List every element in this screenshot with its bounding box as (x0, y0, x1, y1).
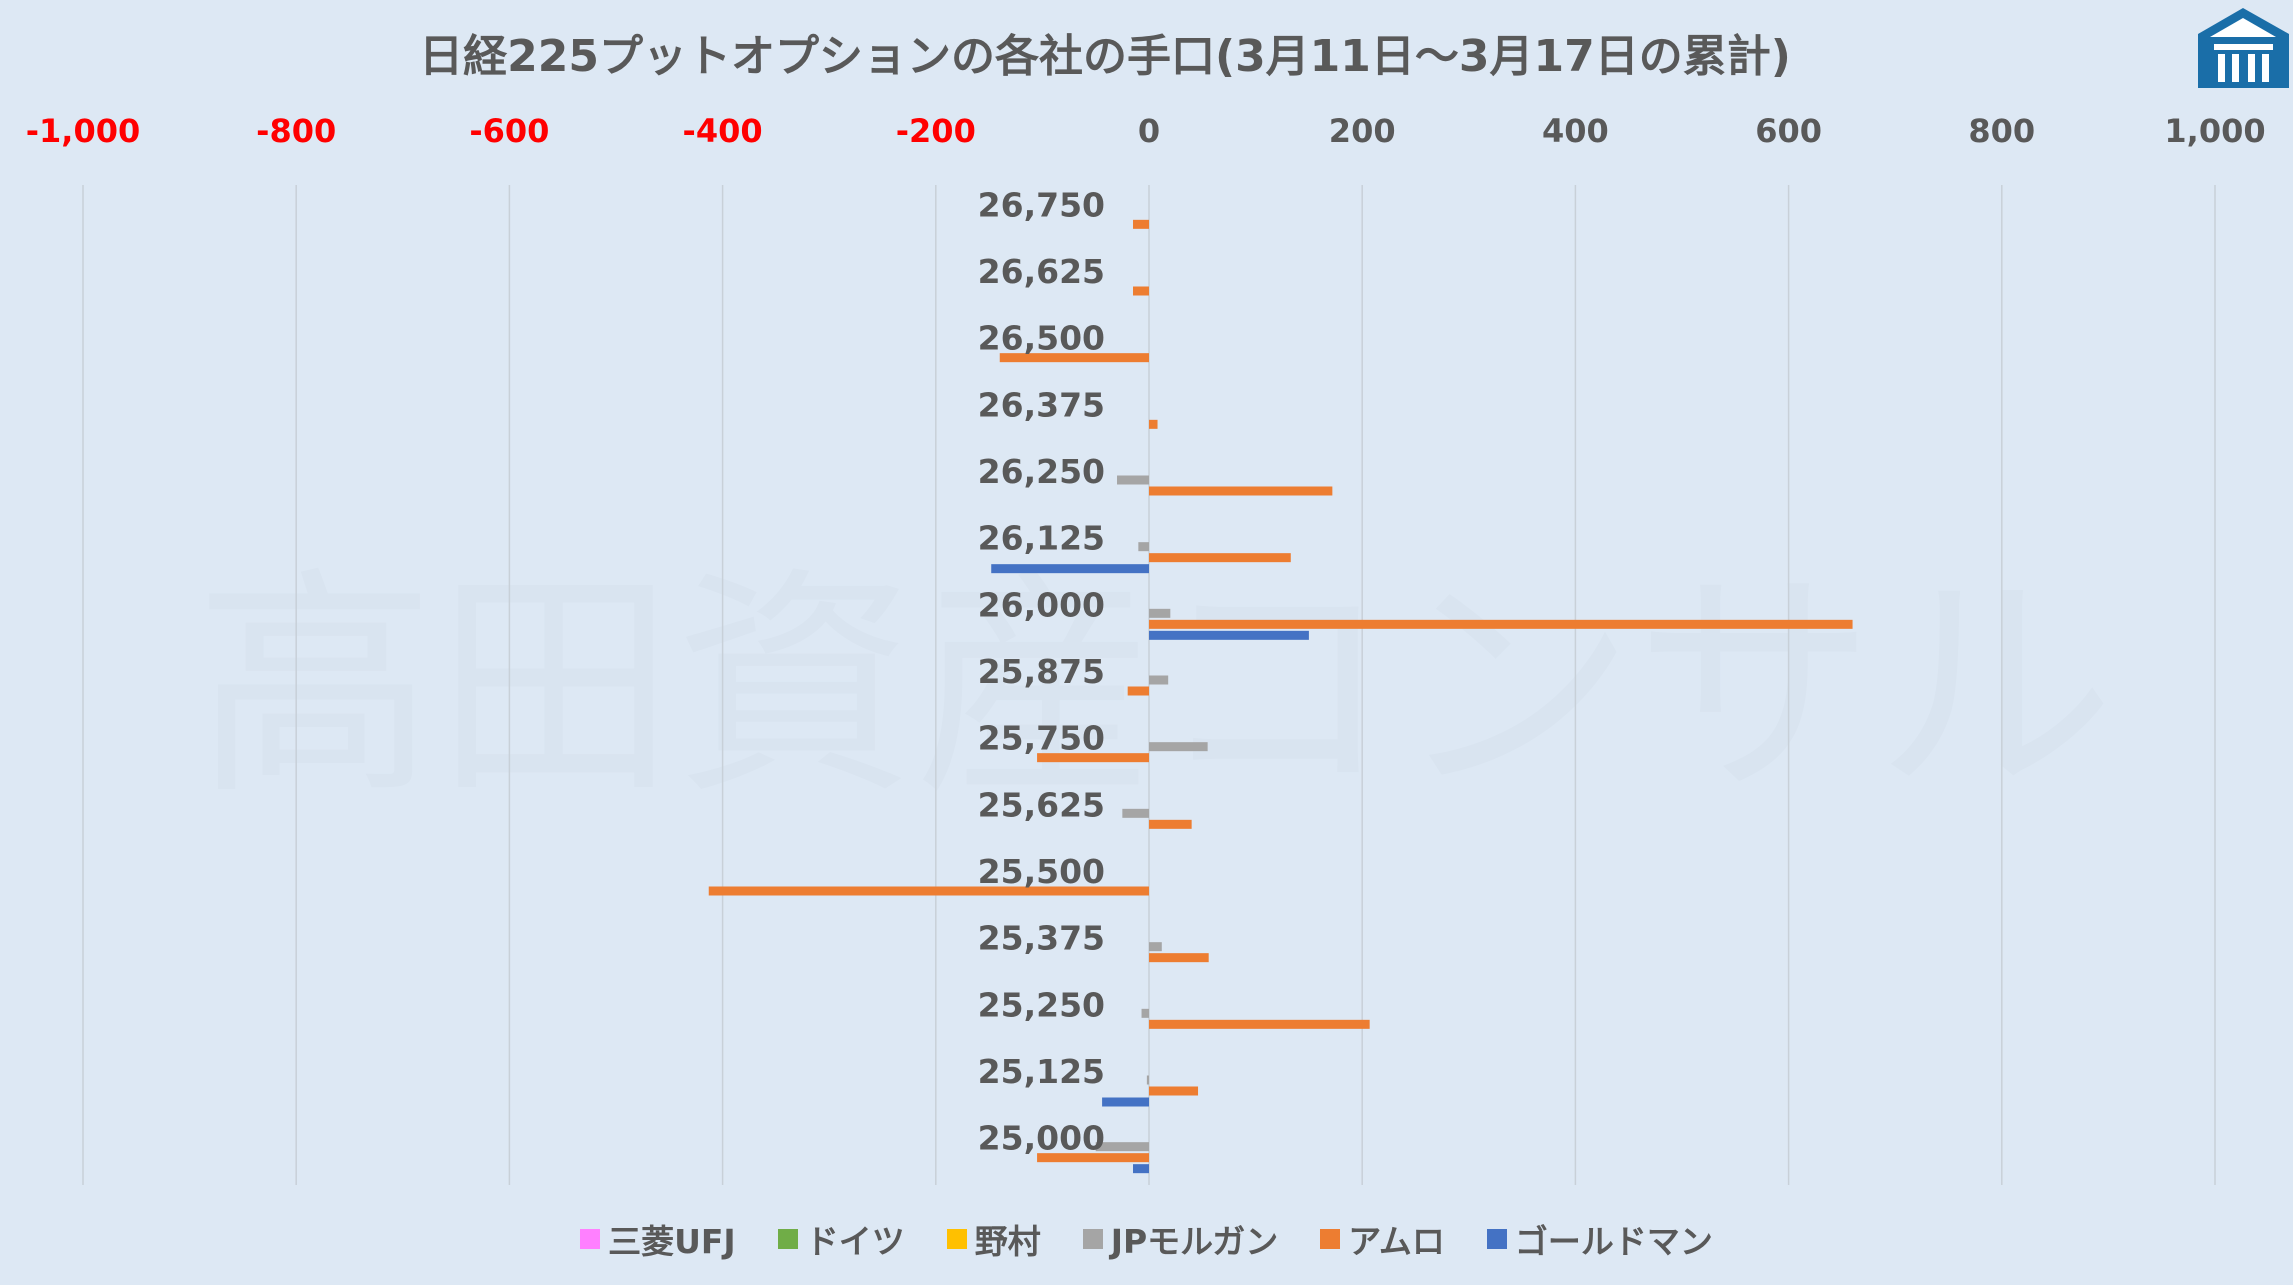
legend-swatch (777, 1229, 798, 1249)
category-label: 25,375 (978, 919, 1105, 958)
category-label: 25,625 (978, 785, 1105, 824)
bar-アムロ (1127, 686, 1149, 696)
legend-item: 三菱UFJ (580, 1215, 736, 1263)
legend-label: ドイツ (805, 1222, 905, 1261)
bar-アムロ (1149, 553, 1291, 563)
chart-title: 日経225プットオプションの各社の手口(3月11日～3月17日の累計) (419, 31, 1791, 82)
chart-legend: 三菱UFJ ドイツ 野村 JPモルガン アムロ ゴールドマン (0, 1215, 2293, 1263)
bar-アムロ (1149, 619, 1853, 629)
bar-ゴールドマン (1133, 1164, 1149, 1174)
bar-アムロ (1149, 486, 1333, 496)
legend-label: 野村 (974, 1222, 1041, 1261)
bar-アムロ (1037, 753, 1149, 763)
category-label: 26,625 (978, 252, 1105, 291)
bar-アムロ (708, 886, 1149, 896)
x-tick-label: 1,000 (2164, 112, 2265, 150)
x-tick-label: 800 (1968, 112, 2035, 150)
legend-label: 三菱UFJ (608, 1222, 736, 1261)
x-tick-label: -1,000 (26, 112, 141, 150)
x-tick-label: -400 (683, 112, 763, 150)
category-label: 26,250 (978, 452, 1105, 491)
legend-label: ゴールドマン (1514, 1222, 1713, 1261)
category-label: 26,125 (978, 519, 1105, 558)
bar-アムロ (999, 353, 1149, 363)
bar-JPモルガン (1117, 475, 1149, 485)
category-label: 26,750 (978, 185, 1105, 224)
legend-item: アムロ (1320, 1215, 1445, 1263)
bar-アムロ (1149, 1086, 1199, 1096)
bar-アムロ (1149, 819, 1192, 829)
bar-アムロ (1149, 1019, 1370, 1029)
legend-swatch (580, 1229, 601, 1249)
bar-アムロ (1133, 286, 1149, 296)
category-label: 25,875 (978, 652, 1105, 691)
watermark-text: 高田資産コンサル (195, 547, 2115, 827)
legend-swatch (1320, 1229, 1341, 1249)
category-label: 26,375 (978, 385, 1105, 424)
legend-item: 野村 (946, 1215, 1041, 1263)
x-tick-label: -800 (256, 112, 336, 150)
legend-item: JPモルガン (1082, 1215, 1279, 1263)
category-label: 25,250 (978, 985, 1105, 1024)
bar-JPモルガン (1122, 808, 1149, 818)
company-logo-icon (2198, 8, 2289, 88)
legend-swatch (946, 1229, 967, 1249)
bar-JPモルガン (1149, 608, 1171, 618)
x-tick-label: -600 (469, 112, 549, 150)
bar-JPモルガン (1146, 1075, 1149, 1085)
legend-label: アムロ (1348, 1222, 1445, 1261)
x-tick-label: -200 (896, 112, 976, 150)
bar-ゴールドマン (1149, 630, 1309, 640)
bar-JPモルガン (1141, 1008, 1149, 1018)
legend-swatch (1082, 1229, 1103, 1249)
category-label: 26,000 (978, 585, 1105, 624)
category-label: 25,500 (978, 852, 1105, 891)
bar-JPモルガン (1149, 675, 1169, 685)
bar-JPモルガン (1095, 1142, 1149, 1152)
category-label: 25,125 (978, 1052, 1105, 1091)
x-tick-label: 600 (1755, 112, 1822, 150)
bar-アムロ (1037, 1153, 1149, 1163)
bar-ゴールドマン (991, 564, 1149, 574)
bar-アムロ (1149, 419, 1158, 429)
category-label: 25,750 (978, 719, 1105, 758)
bar-ゴールドマン (1102, 1097, 1149, 1107)
bar-JPモルガン (1138, 542, 1149, 552)
bar-アムロ (1149, 953, 1209, 963)
x-tick-label: 400 (1542, 112, 1609, 150)
legend-item: ゴールドマン (1486, 1215, 1713, 1263)
legend-swatch (1486, 1229, 1507, 1249)
category-label: 26,500 (978, 319, 1105, 358)
legend-label: JPモルガン (1110, 1222, 1279, 1261)
bar-JPモルガン (1149, 742, 1208, 752)
x-tick-label: 200 (1329, 112, 1396, 150)
bar-アムロ (1133, 219, 1149, 229)
legend-item: ドイツ (777, 1215, 905, 1263)
bar-JPモルガン (1149, 942, 1162, 952)
x-tick-label: 0 (1138, 112, 1160, 150)
category-label: 25,000 (978, 1119, 1105, 1158)
